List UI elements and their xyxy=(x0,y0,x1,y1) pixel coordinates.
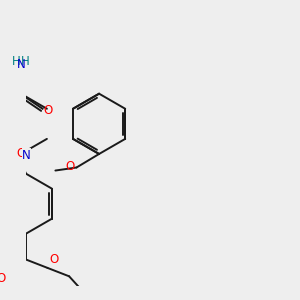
Text: H: H xyxy=(21,55,30,68)
Text: O: O xyxy=(0,272,5,285)
Text: N: N xyxy=(16,58,25,71)
Text: O: O xyxy=(49,253,58,266)
Text: H: H xyxy=(12,55,21,68)
Text: O: O xyxy=(43,104,52,117)
Text: O: O xyxy=(65,160,75,173)
Text: N: N xyxy=(22,149,31,162)
Text: O: O xyxy=(16,148,26,160)
